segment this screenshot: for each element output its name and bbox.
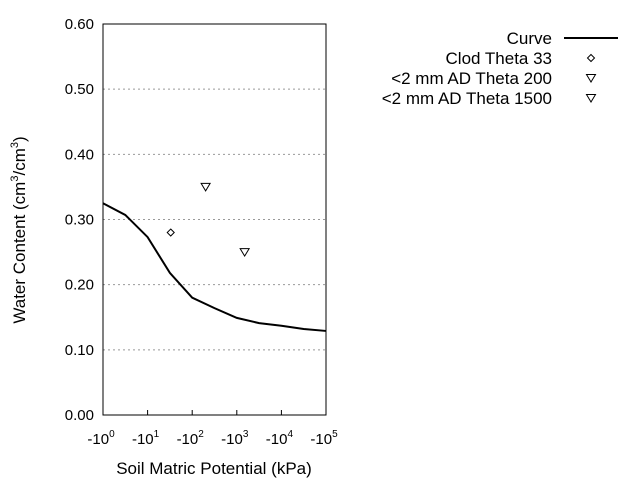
legend-marker-triangle-down <box>585 74 597 83</box>
data-point-triangle-down <box>239 248 251 258</box>
grid <box>103 88 326 351</box>
x-tick-label: -105 <box>310 429 338 448</box>
legend-label: Curve <box>507 29 552 48</box>
series <box>102 182 327 332</box>
curve-line <box>102 202 327 332</box>
y-tick-label: 0.50 <box>65 81 94 98</box>
legend-marker-diamond <box>586 53 596 63</box>
legend-label: <2 mm AD Theta 1500 <box>382 89 552 108</box>
y-tick-label: 0.20 <box>65 277 94 294</box>
y-tick-label: 0.60 <box>65 16 94 33</box>
y-tick-label: 0.10 <box>65 342 94 359</box>
x-axis: -100 -101 -102 -103 -104 -105 <box>87 410 338 448</box>
legend-label: <2 mm AD Theta 200 <box>391 69 552 88</box>
y-axis-label: Water Content (cm3/cm3) <box>9 136 29 323</box>
x-tick-label: -103 <box>221 429 249 448</box>
x-tick-label: -100 <box>87 429 115 448</box>
legend-label: Clod Theta 33 <box>446 49 552 68</box>
data-point-triangle-down <box>200 182 212 192</box>
x-axis-label: Soil Matric Potential (kPa) <box>116 459 312 478</box>
data-point-diamond <box>166 228 175 237</box>
y-tick-label: 0.30 <box>65 212 94 229</box>
y-tick-label: 0.00 <box>65 407 94 424</box>
legend-marker-triangle-down <box>585 94 597 103</box>
x-tick-label: -102 <box>177 429 205 448</box>
plot-frame <box>102 23 327 416</box>
y-tick-label: 0.40 <box>65 146 94 163</box>
y-axis: 0.00 0.10 0.20 0.30 0.40 0.50 0.60 <box>65 16 94 424</box>
x-tick-label: -104 <box>266 429 294 448</box>
x-tick-label: -101 <box>132 429 160 448</box>
